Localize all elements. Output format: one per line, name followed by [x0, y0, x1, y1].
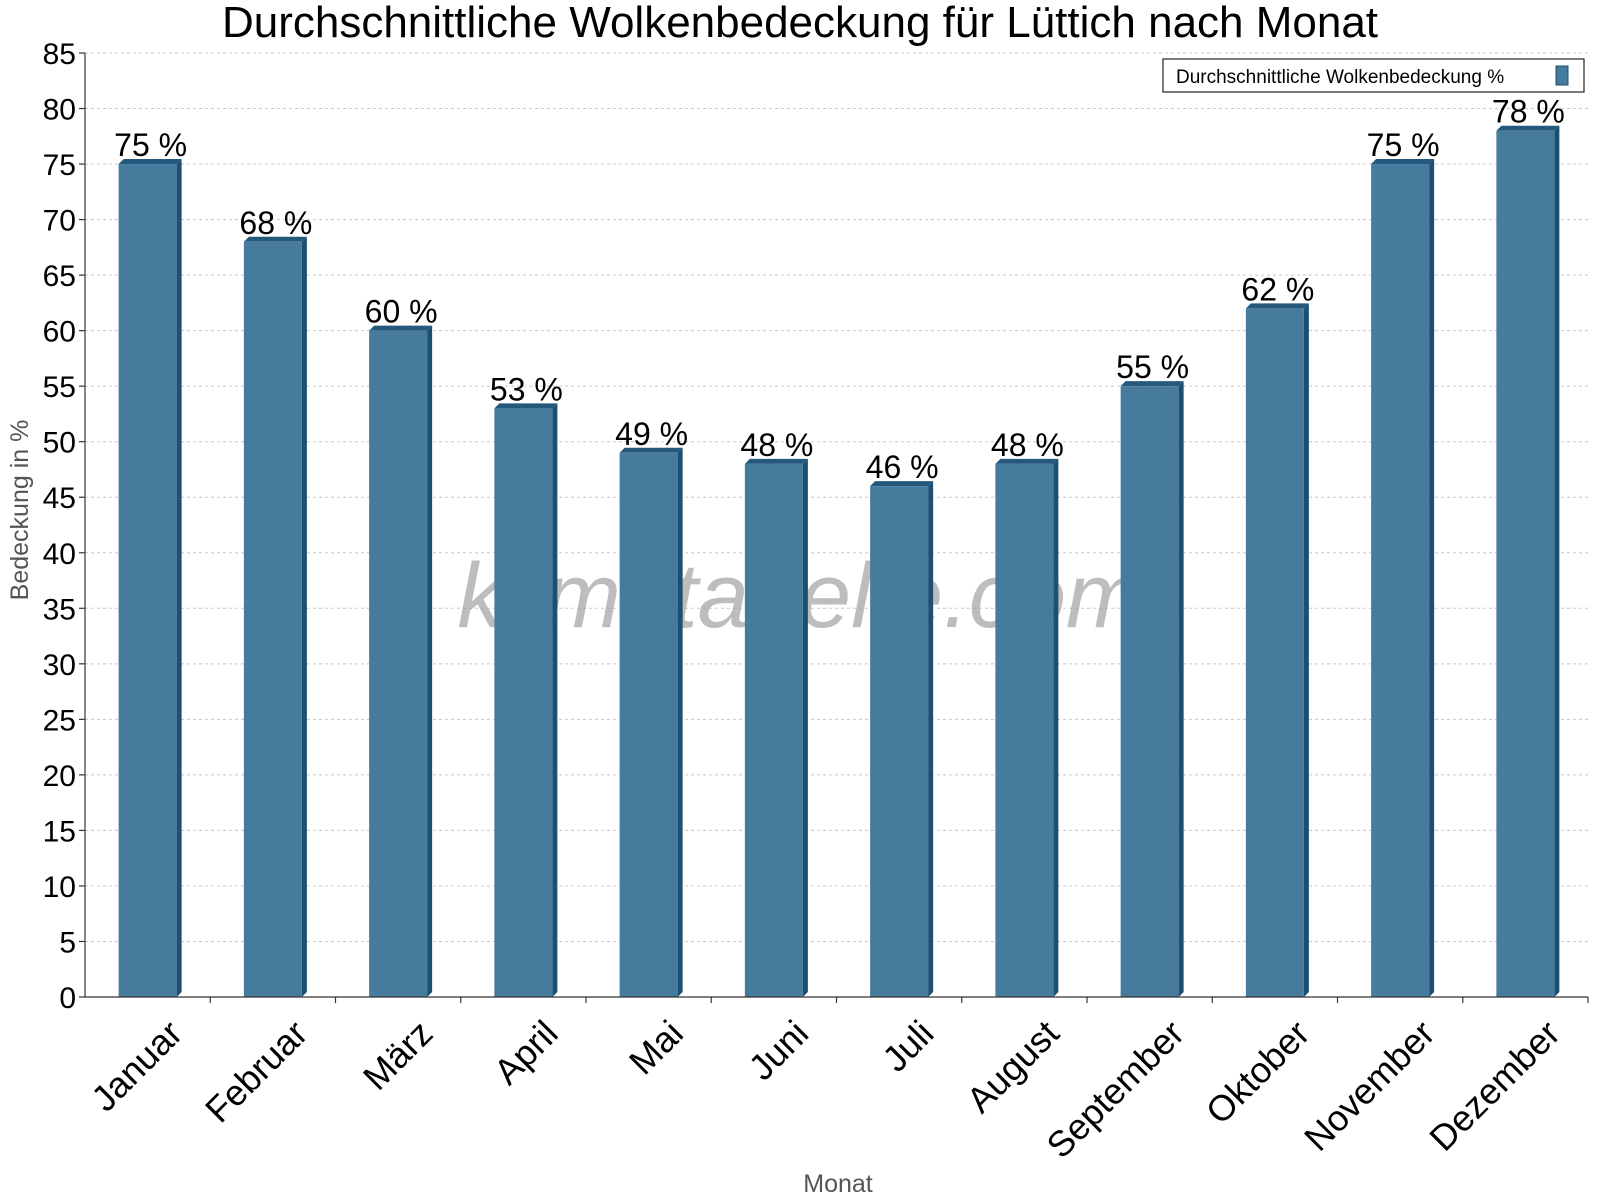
y-tick-label: 75 — [43, 149, 76, 182]
bar-top — [619, 447, 683, 453]
y-tick-label: 35 — [43, 593, 76, 626]
value-label: 60 % — [365, 294, 438, 330]
y-tick-label: 55 — [43, 371, 76, 404]
value-label: 48 % — [991, 427, 1064, 463]
legend: Durchschnittliche Wolkenbedeckung % — [1162, 58, 1585, 93]
x-tick-label: Juli — [874, 1012, 941, 1079]
value-label: 46 % — [866, 449, 939, 485]
bar-top — [369, 325, 433, 331]
value-label: 49 % — [615, 416, 688, 452]
x-tick-label: September — [1038, 1012, 1192, 1166]
bar-august — [995, 463, 1054, 998]
legend-swatch — [1555, 65, 1569, 86]
y-tick-label: 65 — [43, 260, 76, 293]
bar-side — [552, 403, 558, 997]
bar-top — [995, 458, 1059, 464]
bar-side — [301, 236, 307, 998]
bar-side — [1554, 125, 1560, 998]
y-tick-label: 20 — [43, 760, 76, 793]
bar-oktober — [1245, 308, 1304, 997]
value-labels: 75 % 68 % 60 % 53 % 49 % 48 % 46 % 48 % 55 % 62 %… — [114, 94, 1565, 485]
grid-lines — [85, 52, 1588, 942]
bar-side — [427, 325, 433, 997]
value-label: 53 % — [490, 371, 563, 407]
bar-top — [1496, 125, 1560, 131]
y-tick-label: 50 — [43, 427, 76, 460]
chart-title: Durchschnittliche Wolkenbedeckung für Lü… — [222, 0, 1378, 47]
legend-box — [1162, 58, 1585, 93]
x-axis-label: Monat — [803, 1170, 873, 1198]
bar-februar — [243, 241, 302, 998]
y-tick-label: 5 — [59, 926, 76, 959]
bar-märz — [369, 330, 428, 997]
bars — [118, 125, 1560, 998]
x-tick-label: April — [486, 1012, 566, 1092]
x-tick-label: Juni — [741, 1012, 817, 1088]
y-tick-label: 80 — [43, 94, 76, 127]
y-tick-label: 0 — [59, 982, 76, 1015]
legend-label: Durchschnittliche Wolkenbedeckung % — [1176, 67, 1504, 88]
y-tick-label: 85 — [43, 38, 76, 71]
bar-side — [1053, 458, 1059, 998]
x-tick-label: Februar — [197, 1012, 315, 1130]
bar-side — [802, 458, 808, 998]
bar-juni — [744, 463, 803, 998]
bar-side — [677, 447, 683, 997]
y-tick-label: 15 — [43, 815, 76, 848]
bar-top — [1371, 159, 1435, 165]
bar-top — [870, 481, 934, 487]
y-tick-label: 40 — [43, 538, 76, 571]
x-tick-label: August — [958, 1012, 1066, 1120]
bar-side — [1429, 159, 1435, 997]
y-axis-label: Bedeckung in % — [6, 420, 34, 601]
y-tick-label: 45 — [43, 482, 76, 515]
bar-top — [494, 403, 558, 409]
bar-top — [1120, 381, 1184, 387]
x-tick-label: Oktober — [1198, 1012, 1318, 1132]
bar-top — [118, 159, 182, 165]
x-tick-label: Mai — [621, 1012, 691, 1082]
bar-mai — [619, 452, 678, 997]
bar-juli — [870, 486, 929, 997]
bar-dezember — [1496, 130, 1555, 997]
y-tick-labels: 0 5 10 15 20 25 30 35 40 45 50 55 60 65 70 75 80 85 — [43, 38, 76, 1015]
x-tick-label: März — [355, 1012, 441, 1098]
bar-september — [1120, 386, 1179, 997]
bar-side — [1303, 303, 1309, 997]
y-tick-label: 60 — [43, 316, 76, 349]
value-label: 55 % — [1116, 349, 1189, 385]
value-label: 75 % — [1367, 127, 1440, 163]
bar-top — [243, 236, 307, 242]
y-tick-label: 30 — [43, 649, 76, 682]
y-tick-label: 25 — [43, 704, 76, 737]
x-tick-label: Januar — [83, 1012, 190, 1119]
x-tick-label: November — [1296, 1012, 1442, 1158]
value-label: 62 % — [1241, 271, 1314, 307]
y-tick-label: 70 — [43, 205, 76, 238]
y-tick-label: 10 — [43, 871, 76, 904]
bar-april — [494, 408, 553, 997]
x-tick-labels: Januar Februar März April Mai Juni Juli AugustS… — [83, 1012, 1568, 1166]
bar-side — [928, 481, 934, 998]
value-label: 78 % — [1492, 94, 1565, 130]
value-label: 75 % — [114, 127, 187, 163]
bar-side — [1178, 381, 1184, 997]
axes — [79, 52, 1589, 1003]
bar-top — [1245, 303, 1309, 309]
value-label: 48 % — [740, 427, 813, 463]
bar-top — [744, 458, 808, 464]
bar-november — [1371, 164, 1430, 997]
value-label: 68 % — [239, 205, 312, 241]
bar-side — [176, 159, 182, 997]
x-tick-label: Dezember — [1421, 1012, 1567, 1158]
bar-januar — [118, 164, 177, 997]
